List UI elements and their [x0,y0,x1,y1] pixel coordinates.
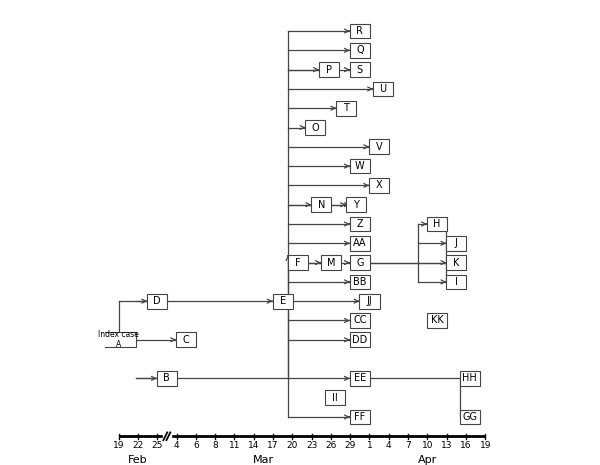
FancyBboxPatch shape [350,255,370,270]
FancyBboxPatch shape [321,255,341,270]
FancyBboxPatch shape [427,217,447,231]
FancyBboxPatch shape [325,390,345,405]
Text: 1: 1 [367,441,373,450]
FancyBboxPatch shape [157,371,177,385]
FancyBboxPatch shape [460,410,480,424]
Text: CC: CC [353,315,367,326]
Text: II: II [332,392,338,403]
Text: EE: EE [353,373,366,383]
FancyBboxPatch shape [350,371,370,385]
FancyBboxPatch shape [446,274,466,289]
Text: 11: 11 [229,441,240,450]
Text: 20: 20 [287,441,298,450]
Text: W: W [355,161,365,171]
FancyBboxPatch shape [350,274,370,289]
Text: J: J [455,238,458,248]
Text: DD: DD [352,335,367,345]
Text: FF: FF [354,412,365,422]
Text: U: U [379,84,386,94]
Text: JJ: JJ [367,296,373,306]
Text: 13: 13 [441,441,452,450]
FancyBboxPatch shape [101,332,136,347]
FancyBboxPatch shape [176,332,196,347]
Text: KK: KK [431,315,443,326]
Text: 23: 23 [306,441,317,450]
Text: Apr: Apr [418,455,437,465]
Text: 7: 7 [405,441,411,450]
FancyBboxPatch shape [446,236,466,251]
FancyBboxPatch shape [446,255,466,270]
Text: 6: 6 [193,441,199,450]
Text: V: V [376,142,382,152]
FancyBboxPatch shape [305,120,325,135]
Text: G: G [356,258,364,267]
Text: Z: Z [356,219,363,229]
Text: Index case
A: Index case A [98,330,139,350]
Text: Q: Q [356,45,364,55]
FancyBboxPatch shape [147,294,167,308]
Text: 25: 25 [152,441,163,450]
FancyBboxPatch shape [288,255,308,270]
Text: P: P [326,65,332,74]
Text: Feb: Feb [128,455,148,465]
Text: R: R [356,26,363,36]
FancyBboxPatch shape [369,178,389,193]
FancyBboxPatch shape [359,294,380,308]
FancyBboxPatch shape [350,236,370,251]
Text: X: X [376,180,382,190]
Text: O: O [311,122,319,133]
Text: BB: BB [353,277,367,287]
Text: M: M [326,258,335,267]
FancyBboxPatch shape [319,62,339,77]
Text: N: N [317,199,325,210]
Text: H: H [433,219,440,229]
Text: Mar: Mar [253,455,274,465]
Text: B: B [163,373,170,383]
FancyBboxPatch shape [346,197,366,212]
FancyBboxPatch shape [369,140,389,154]
FancyBboxPatch shape [350,62,370,77]
Text: 16: 16 [460,441,472,450]
Text: S: S [357,65,363,74]
Text: 22: 22 [132,441,143,450]
FancyBboxPatch shape [350,332,370,347]
FancyBboxPatch shape [460,371,480,385]
Text: C: C [183,335,190,345]
Text: 10: 10 [422,441,433,450]
Text: Y: Y [353,199,359,210]
FancyBboxPatch shape [336,101,356,115]
Text: K: K [453,258,460,267]
Text: D: D [154,296,161,306]
Text: 8: 8 [212,441,218,450]
Text: E: E [280,296,286,306]
Text: 19: 19 [479,441,491,450]
Text: 4: 4 [173,441,179,450]
FancyBboxPatch shape [350,159,370,173]
Text: 29: 29 [344,441,356,450]
FancyBboxPatch shape [350,24,370,38]
FancyBboxPatch shape [350,217,370,231]
FancyBboxPatch shape [373,81,393,96]
Text: 26: 26 [325,441,337,450]
FancyBboxPatch shape [350,410,370,424]
FancyBboxPatch shape [427,313,447,328]
FancyBboxPatch shape [311,197,331,212]
Text: I: I [455,277,458,287]
Text: AA: AA [353,238,367,248]
Text: GG: GG [463,412,478,422]
Text: F: F [295,258,301,267]
Text: 14: 14 [248,441,259,450]
Text: T: T [343,103,349,113]
FancyBboxPatch shape [350,313,370,328]
FancyBboxPatch shape [350,43,370,58]
Text: 17: 17 [267,441,279,450]
Text: HH: HH [463,373,477,383]
FancyBboxPatch shape [272,294,293,308]
Text: 19: 19 [113,441,124,450]
Text: 4: 4 [386,441,392,450]
